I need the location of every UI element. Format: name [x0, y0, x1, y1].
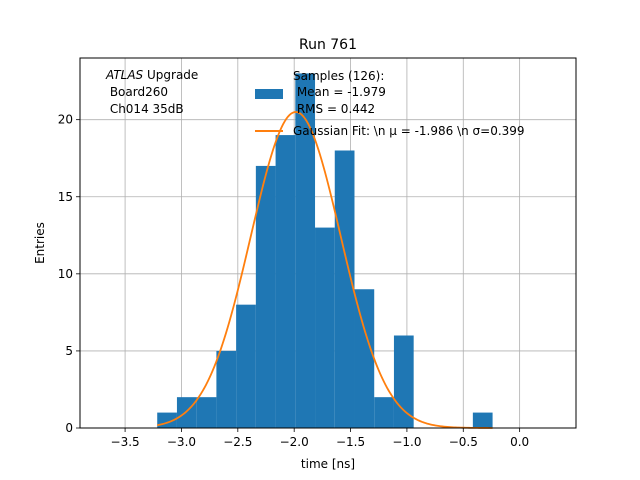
histogram-bar-6	[275, 135, 296, 429]
histogram-bar-12	[393, 335, 414, 428]
x-tick-label-2: −2.5	[223, 435, 252, 449]
x-tick-label-4: −1.5	[336, 435, 365, 449]
legend-histogram-label-1: Samples (126):	[293, 69, 384, 83]
histogram-bar-7	[295, 73, 316, 429]
histogram-bar-3	[216, 350, 237, 428]
histogram-bar-11	[374, 397, 394, 428]
x-axis-label: time [ns]	[301, 457, 355, 471]
histogram-bar-1	[176, 397, 197, 428]
chart-title: Run 761	[299, 37, 357, 53]
annotation-upgrade: Upgrade	[143, 68, 198, 82]
legend-histogram-swatch	[255, 89, 283, 99]
histogram-bar-10	[354, 289, 375, 428]
histogram-bar-5	[255, 165, 276, 428]
svg-text:ATLAS Upgrade: ATLAS Upgrade	[105, 68, 198, 82]
x-tick-label-7: 0.0	[510, 435, 529, 449]
histogram-bar-8	[315, 227, 335, 428]
atlas-annotation: ATLAS Upgrade Board260 Ch014 35dB	[105, 68, 198, 116]
legend: Samples (126): Mean = -1.979 RMS = 0.442…	[255, 69, 525, 138]
annotation-board: Board260	[106, 85, 168, 99]
histogram-bar-2	[196, 397, 217, 428]
histogram-bar-9	[334, 150, 355, 428]
legend-histogram-label-2: Mean = -1.979	[293, 85, 386, 99]
histogram-bar-16	[472, 412, 493, 428]
y-tick-label-3: 15	[58, 190, 73, 204]
y-axis-ticks: 0 5 10 15 20	[58, 113, 80, 435]
legend-fit-label: Gaussian Fit: \n μ = -1.986 \n σ=0.399	[293, 124, 525, 138]
annotation-atlas: ATLAS	[105, 68, 144, 82]
x-tick-label-5: −1.0	[392, 435, 421, 449]
y-tick-label-0: 0	[65, 421, 73, 435]
histogram-bar-4	[236, 304, 256, 428]
annotation-channel: Ch014 35dB	[106, 102, 184, 116]
y-axis-label: Entries	[33, 222, 47, 264]
y-tick-label-1: 5	[65, 344, 73, 358]
plot-frame	[79, 57, 577, 429]
fit-curve-group	[157, 111, 493, 429]
x-axis-ticks: −3.5 −3.0 −2.5 −2.0 −1.5 −1.0 −0.5 0.0	[111, 428, 529, 449]
x-tick-label-0: −3.5	[111, 435, 140, 449]
x-tick-label-1: −3.0	[167, 435, 196, 449]
gaussian-fit-curve	[157, 111, 493, 429]
legend-histogram-label-3: RMS = 0.442	[293, 102, 375, 116]
y-tick-label-4: 20	[58, 113, 73, 127]
histogram-bars	[157, 73, 493, 429]
y-tick-label-2: 10	[58, 267, 73, 281]
x-tick-label-6: −0.5	[449, 435, 478, 449]
x-tick-label-3: −2.0	[280, 435, 309, 449]
